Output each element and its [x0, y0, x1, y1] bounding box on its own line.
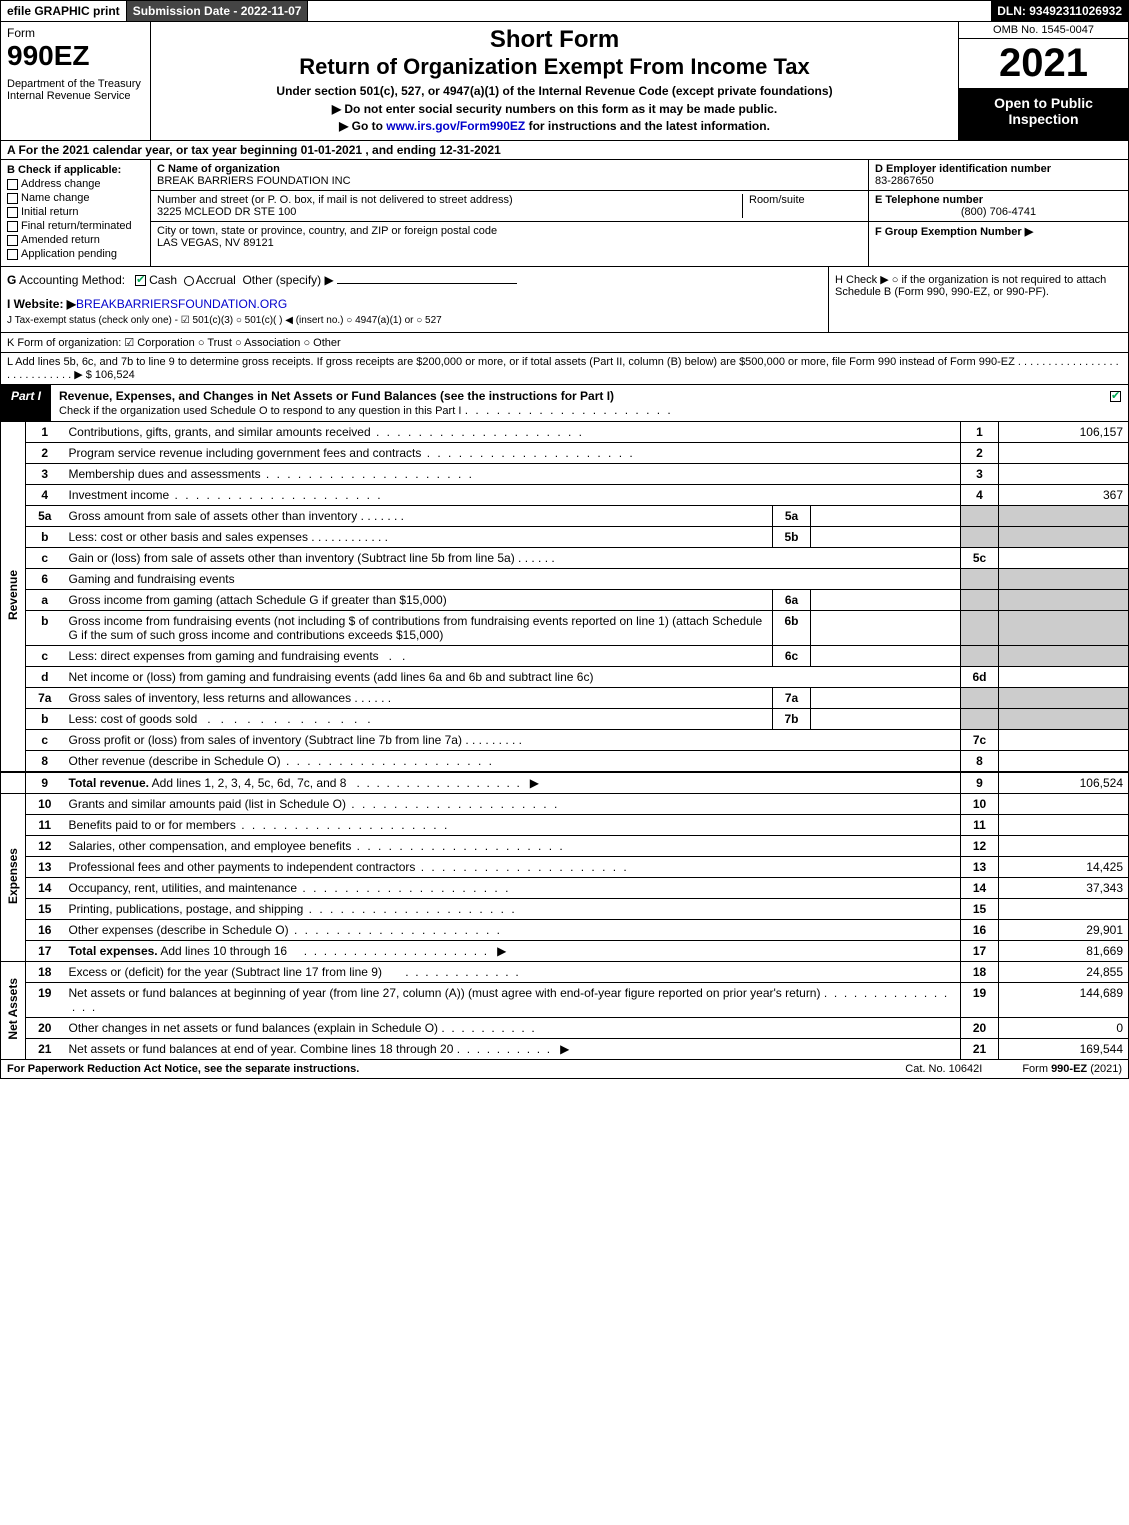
efile-print[interactable]: efile GRAPHIC print — [1, 1, 127, 21]
chk-cash[interactable] — [135, 275, 146, 286]
chk-amended-return[interactable]: Amended return — [7, 234, 144, 246]
short-form-title: Short Form — [159, 26, 950, 54]
part1-tag: Part I — [1, 385, 51, 421]
box-b-header: B Check if applicable: — [7, 164, 144, 176]
line-1: Revenue 1 Contributions, gifts, grants, … — [1, 422, 1129, 443]
c-label: C Name of organization — [157, 163, 280, 175]
line-14: 14Occupancy, rent, utilities, and mainte… — [1, 878, 1129, 899]
ssn-warning: ▶ Do not enter social security numbers o… — [159, 102, 950, 116]
dln: DLN: 93492311026932 — [991, 1, 1128, 21]
line-20: 20Other changes in net assets or fund ba… — [1, 1018, 1129, 1039]
org-city: LAS VEGAS, NV 89121 — [157, 237, 274, 249]
form-number: 990EZ — [7, 40, 144, 72]
line-6: 6Gaming and fundraising events — [1, 569, 1129, 590]
line-17: 17Total expenses. Add lines 10 through 1… — [1, 941, 1129, 962]
line-6b: bGross income from fundraising events (n… — [1, 611, 1129, 646]
public-inspection: Open to Public Inspection — [959, 89, 1128, 140]
chk-address-change[interactable]: Address change — [7, 178, 144, 190]
goto-line: ▶ Go to www.irs.gov/Form990EZ for instru… — [159, 119, 950, 133]
form-rev: Form 990-EZ (2021) — [1022, 1063, 1122, 1075]
netassets-side-label: Net Assets — [1, 962, 26, 1060]
department: Department of the Treasury Internal Reve… — [7, 78, 144, 102]
row-h: H Check ▶ ○ if the organization is not r… — [828, 267, 1128, 332]
irs-link[interactable]: www.irs.gov/Form990EZ — [386, 119, 525, 133]
line-12: 12Salaries, other compensation, and empl… — [1, 836, 1129, 857]
box-b: B Check if applicable: Address change Na… — [1, 160, 151, 266]
box-def: D Employer identification number 83-2867… — [868, 160, 1128, 266]
line-7b: bLess: cost of goods sold . . . . . . . … — [1, 709, 1129, 730]
row-i: I Website: ▶BREAKBARRIERSFOUNDATION.ORG — [7, 297, 822, 311]
row-l: L Add lines 5b, 6c, and 7b to line 9 to … — [0, 353, 1129, 385]
line-6c: cLess: direct expenses from gaming and f… — [1, 646, 1129, 667]
line-13: 13Professional fees and other payments t… — [1, 857, 1129, 878]
revenue-side-label: Revenue — [1, 422, 26, 772]
tax-year: 2021 — [959, 39, 1128, 89]
top-bar: efile GRAPHIC print Submission Date - 20… — [0, 0, 1129, 22]
chk-accrual[interactable] — [184, 276, 194, 286]
website-link[interactable]: BREAKBARRIERSFOUNDATION.ORG — [76, 297, 287, 311]
page-footer: For Paperwork Reduction Act Notice, see … — [0, 1060, 1129, 1079]
addr-label: Number and street (or P. O. box, if mail… — [157, 194, 513, 206]
city-label: City or town, state or province, country… — [157, 225, 497, 237]
telephone: (800) 706-4741 — [875, 206, 1122, 218]
header-left: Form 990EZ Department of the Treasury In… — [1, 22, 151, 140]
omb-number: OMB No. 1545-0047 — [959, 22, 1128, 39]
under-section: Under section 501(c), 527, or 4947(a)(1)… — [159, 84, 950, 98]
info-grid: B Check if applicable: Address change Na… — [0, 160, 1129, 267]
line-7a: 7aGross sales of inventory, less returns… — [1, 688, 1129, 709]
org-address: 3225 MCLEOD DR STE 100 — [157, 206, 296, 218]
part1-header: Part I Revenue, Expenses, and Changes in… — [0, 385, 1129, 422]
line-16: 16Other expenses (describe in Schedule O… — [1, 920, 1129, 941]
line-5b: bLess: cost or other basis and sales exp… — [1, 527, 1129, 548]
line-8: 8Other revenue (describe in Schedule O)8 — [1, 751, 1129, 773]
line-2: 2Program service revenue including gover… — [1, 443, 1129, 464]
financial-table: Revenue 1 Contributions, gifts, grants, … — [0, 422, 1129, 1060]
room-suite: Room/suite — [742, 194, 862, 218]
d-label: D Employer identification number — [875, 163, 1051, 175]
line-9: 9Total revenue. Add lines 1, 2, 3, 4, 5c… — [1, 772, 1129, 794]
line-15: 15Printing, publications, postage, and s… — [1, 899, 1129, 920]
submission-date: Submission Date - 2022-11-07 — [127, 1, 309, 21]
line-21: 21Net assets or fund balances at end of … — [1, 1039, 1129, 1060]
spacer — [308, 1, 991, 21]
chk-initial-return[interactable]: Initial return — [7, 206, 144, 218]
paperwork-notice: For Paperwork Reduction Act Notice, see … — [7, 1063, 865, 1075]
row-g: G Accounting Method: Cash Accrual Other … — [7, 273, 822, 287]
line-7c: cGross profit or (loss) from sales of in… — [1, 730, 1129, 751]
chk-application-pending[interactable]: Application pending — [7, 248, 144, 260]
part1-title: Revenue, Expenses, and Changes in Net As… — [51, 385, 1106, 421]
line-11: 11Benefits paid to or for members11 — [1, 815, 1129, 836]
row-gh: G Accounting Method: Cash Accrual Other … — [0, 267, 1129, 333]
org-name: BREAK BARRIERS FOUNDATION INC — [157, 175, 351, 187]
form-label: Form — [7, 26, 144, 40]
part1-sub: Check if the organization used Schedule … — [59, 405, 461, 417]
e-label: E Telephone number — [875, 194, 983, 206]
expenses-side-label: Expenses — [1, 794, 26, 962]
return-title: Return of Organization Exempt From Incom… — [159, 54, 950, 80]
cat-no: Cat. No. 10642I — [905, 1063, 982, 1075]
line-19: 19Net assets or fund balances at beginni… — [1, 983, 1129, 1018]
line-5a: 5aGross amount from sale of assets other… — [1, 506, 1129, 527]
header-right: OMB No. 1545-0047 2021 Open to Public In… — [958, 22, 1128, 140]
chk-name-change[interactable]: Name change — [7, 192, 144, 204]
line-4: 4Investment income4367 — [1, 485, 1129, 506]
ein: 83-2867650 — [875, 175, 934, 187]
line-10: Expenses 10Grants and similar amounts pa… — [1, 794, 1129, 815]
line-3: 3Membership dues and assessments3 — [1, 464, 1129, 485]
form-header: Form 990EZ Department of the Treasury In… — [0, 22, 1129, 141]
box-c: C Name of organization BREAK BARRIERS FO… — [151, 160, 868, 266]
line-6a: aGross income from gaming (attach Schedu… — [1, 590, 1129, 611]
line-6d: dNet income or (loss) from gaming and fu… — [1, 667, 1129, 688]
row-k: K Form of organization: ☑ Corporation ○ … — [0, 333, 1129, 353]
part1-checkbox[interactable] — [1106, 385, 1128, 421]
header-mid: Short Form Return of Organization Exempt… — [151, 22, 958, 140]
row-j: J Tax-exempt status (check only one) - ☑… — [7, 315, 822, 326]
chk-final-return[interactable]: Final return/terminated — [7, 220, 144, 232]
row-a-calendar-year: A For the 2021 calendar year, or tax yea… — [0, 141, 1129, 160]
f-label: F Group Exemption Number ▶ — [875, 226, 1033, 238]
line-5c: cGain or (loss) from sale of assets othe… — [1, 548, 1129, 569]
line-18: Net Assets 18Excess or (deficit) for the… — [1, 962, 1129, 983]
